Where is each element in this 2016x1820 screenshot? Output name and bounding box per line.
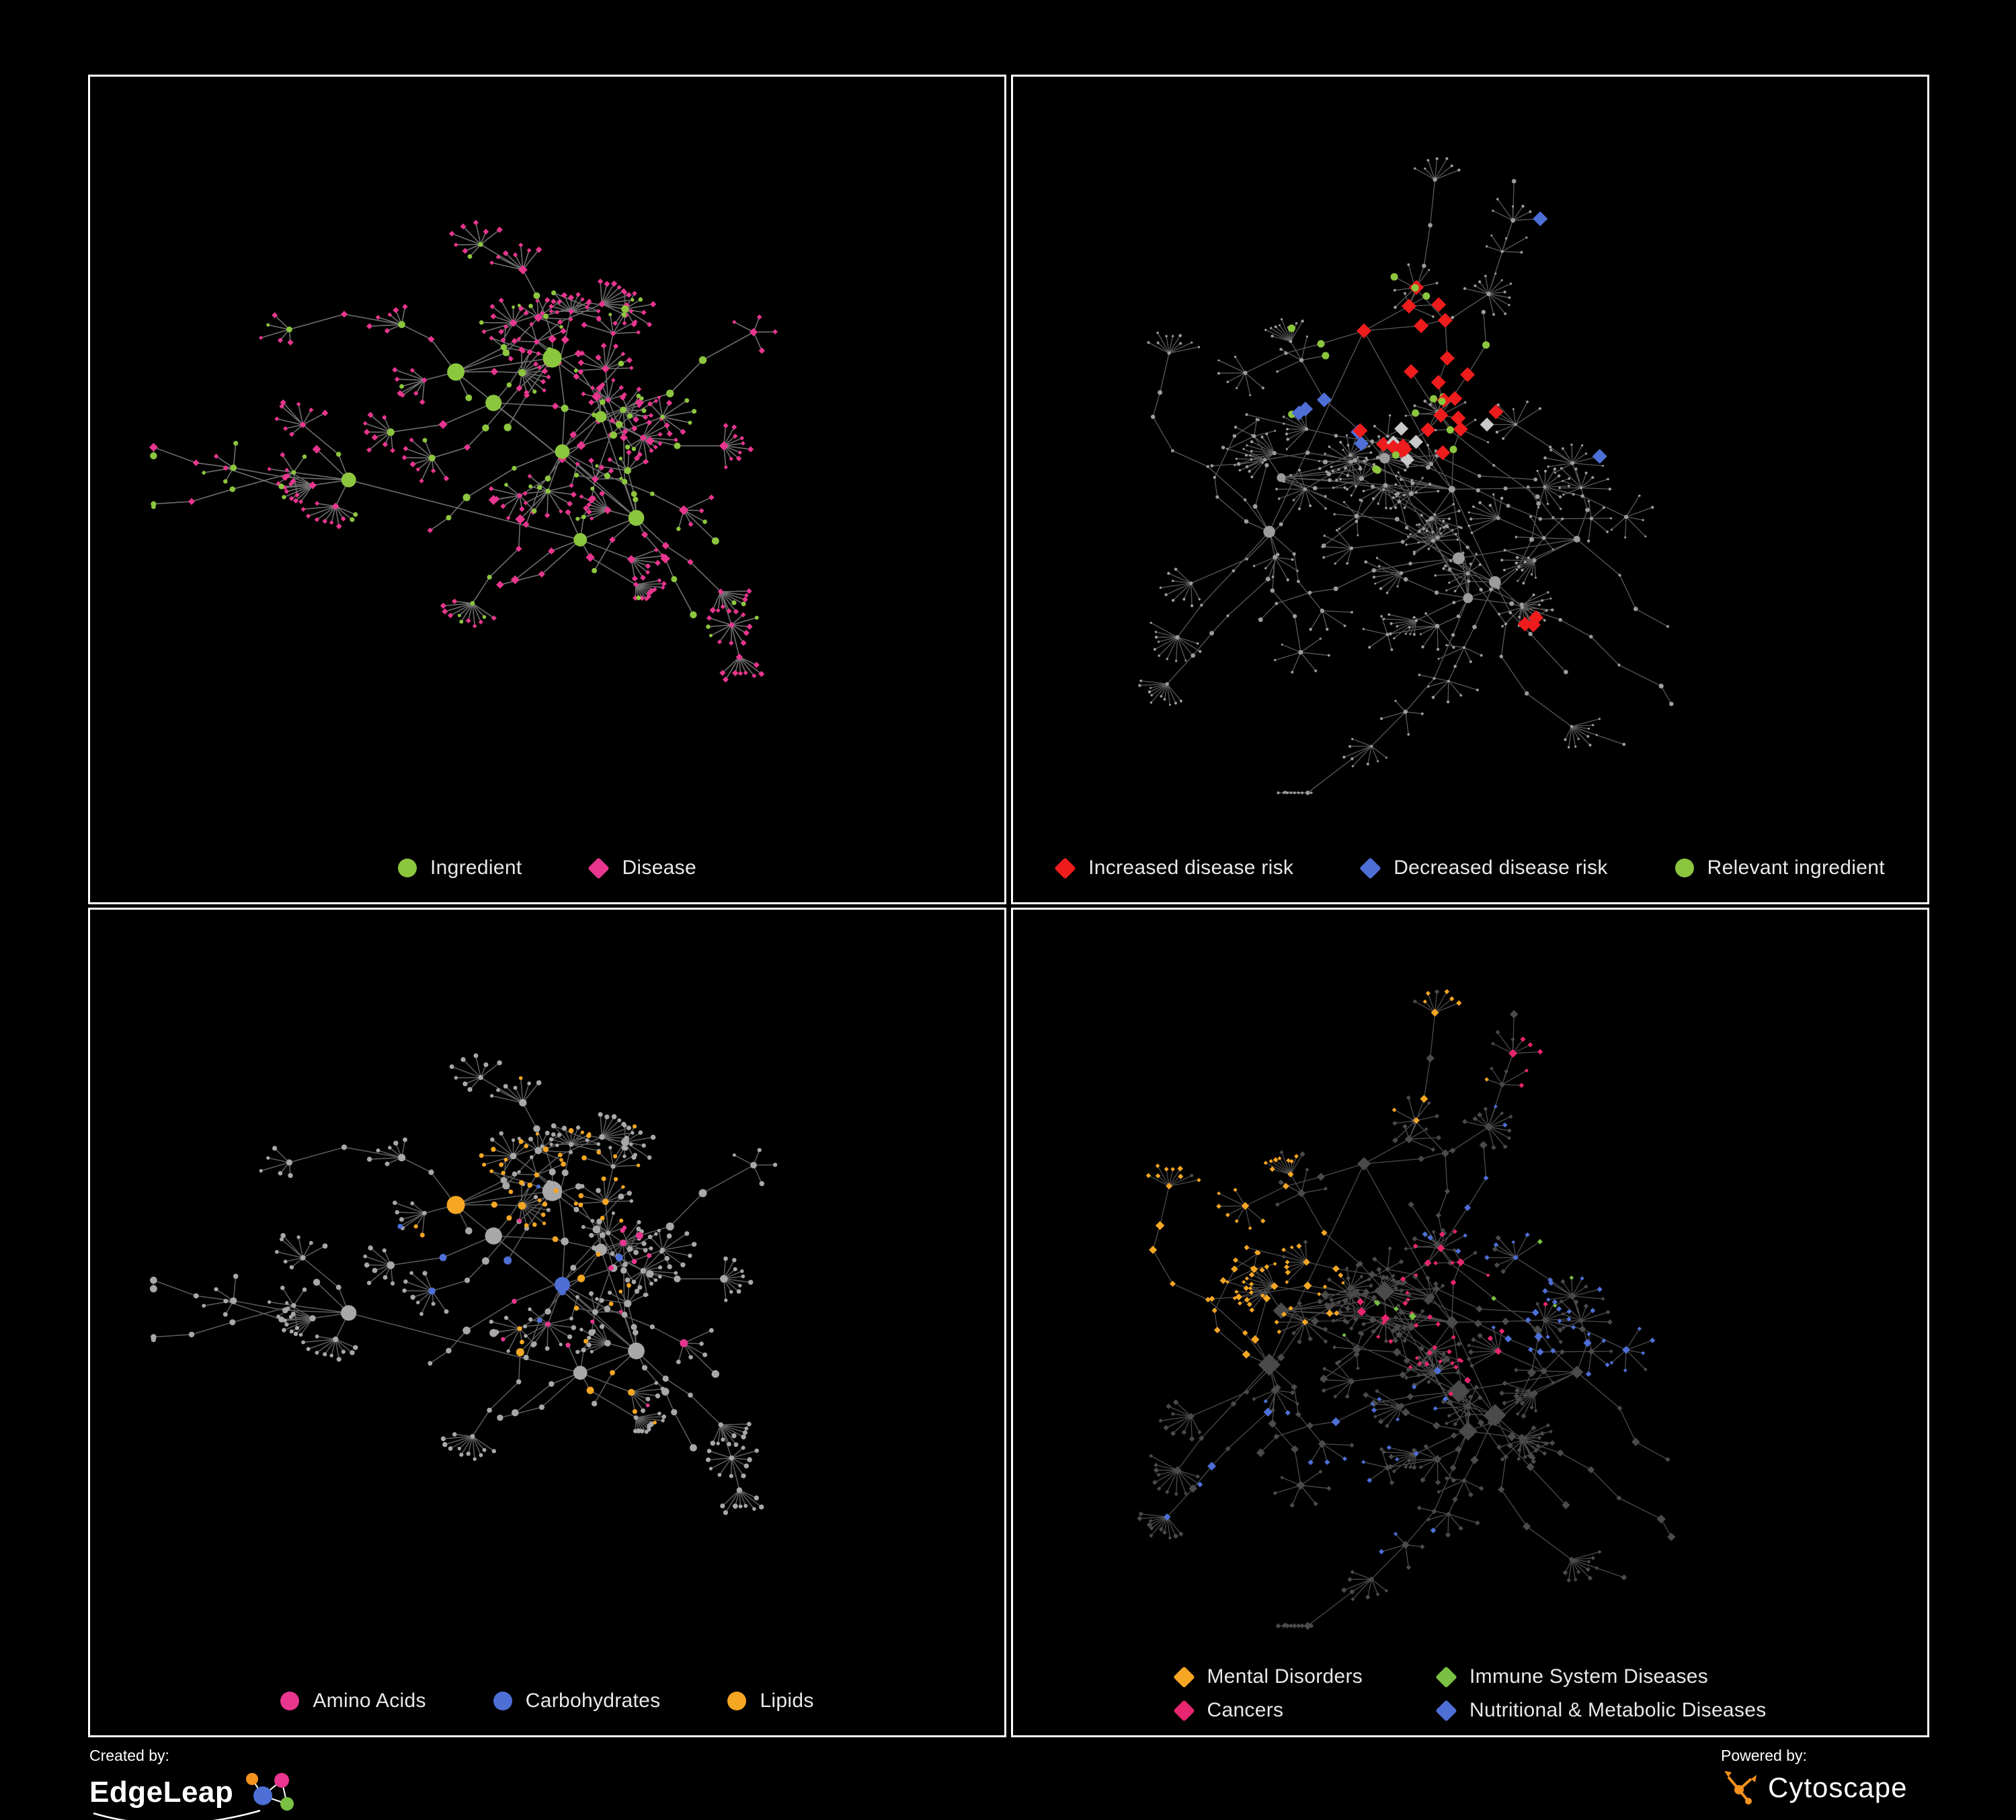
- circle-swatch-icon: [398, 859, 417, 877]
- cytoscape-logo-icon: [1724, 1771, 1757, 1805]
- legend-item-cancers: Cancers: [1172, 1699, 1363, 1722]
- legend-item-amino-acids: Amino Acids: [280, 1690, 426, 1712]
- circle-swatch-icon: [493, 1692, 512, 1710]
- diamond-swatch-icon: [1172, 1665, 1195, 1688]
- diamond-swatch-icon: [1359, 857, 1381, 879]
- edgeleap-logo-icon: [246, 1773, 294, 1811]
- legend-label: Ingredient: [430, 857, 522, 879]
- legend-item-nutritional-metabolic-diseases: Nutritional & Metabolic Diseases: [1435, 1699, 1767, 1722]
- legend-label: Lipids: [760, 1690, 814, 1712]
- network-graph: [1138, 157, 1674, 795]
- panel-disease-classes-network: Mental Disorders Immune System Diseases Ca…: [1011, 908, 1929, 1737]
- legend-item-immune-system-diseases: Immune System Diseases: [1435, 1665, 1766, 1688]
- panel-disease-risk-network: Increased disease risk Decreased disease …: [1011, 75, 1929, 904]
- diamond-swatch-icon: [588, 857, 610, 879]
- edgeleap-wordmark: EdgeLeap: [89, 1776, 234, 1809]
- circle-swatch-icon: [280, 1692, 300, 1710]
- cytoscape-credit: Powered by: Cytoscape: [1721, 1747, 1907, 1807]
- legend-item-decreased-disease-risk: Decreased disease risk: [1359, 857, 1608, 879]
- legend: Amino Acids Carbohydrates Lipids: [90, 1690, 1004, 1712]
- legend: Increased disease risk Decreased disease …: [1013, 857, 1927, 879]
- diamond-swatch-icon: [1172, 1699, 1195, 1722]
- panel-ingredient-disease-network: Ingredient Disease: [88, 75, 1006, 904]
- legend-label: Cancers: [1207, 1699, 1284, 1721]
- legend-item-mental-disorders: Mental Disorders: [1172, 1665, 1363, 1688]
- legend-item-relevant-ingredient: Relevant ingredient: [1675, 857, 1885, 879]
- cytoscape-wordmark: Cytoscape: [1768, 1772, 1908, 1803]
- legend-label: Increased disease risk: [1088, 857, 1294, 879]
- diamond-swatch-icon: [1435, 1665, 1457, 1688]
- legend-label: Relevant ingredient: [1707, 857, 1885, 879]
- powered-by-label: Powered by:: [1721, 1747, 1807, 1764]
- legend-item-disease: Disease: [588, 857, 696, 879]
- legend-item-carbohydrates: Carbohydrates: [493, 1690, 661, 1712]
- network-graph: [150, 1053, 778, 1515]
- legend-label: Carbohydrates: [525, 1690, 661, 1712]
- network-graph: [149, 220, 778, 683]
- network-graph: [1137, 989, 1676, 1630]
- edgeleap-credit: Created by: EdgeLeap: [89, 1747, 305, 1820]
- legend-label: Decreased disease risk: [1394, 857, 1608, 879]
- diamond-swatch-icon: [1435, 1699, 1457, 1722]
- legend-label: Amino Acids: [313, 1690, 426, 1712]
- circle-swatch-icon: [1675, 859, 1694, 877]
- legend-item-lipids: Lipids: [727, 1690, 813, 1712]
- legend-item-increased-disease-risk: Increased disease risk: [1054, 857, 1294, 879]
- diamond-swatch-icon: [1054, 857, 1076, 879]
- created-by-label: Created by:: [89, 1747, 169, 1764]
- edgeleap-swoosh: [93, 1809, 261, 1820]
- circle-swatch-icon: [727, 1692, 747, 1710]
- panel-nutrient-classes-network: Amino Acids Carbohydrates Lipids: [88, 908, 1006, 1737]
- legend-item-ingredient: Ingredient: [398, 857, 522, 879]
- legend-label: Disease: [622, 857, 696, 879]
- legend: Ingredient Disease: [90, 857, 1004, 879]
- legend-label: Immune System Diseases: [1469, 1665, 1709, 1688]
- legend-label: Mental Disorders: [1207, 1665, 1363, 1688]
- legend-label: Nutritional & Metabolic Diseases: [1469, 1699, 1767, 1721]
- legend: Mental Disorders Immune System Diseases Ca…: [1013, 1665, 1927, 1722]
